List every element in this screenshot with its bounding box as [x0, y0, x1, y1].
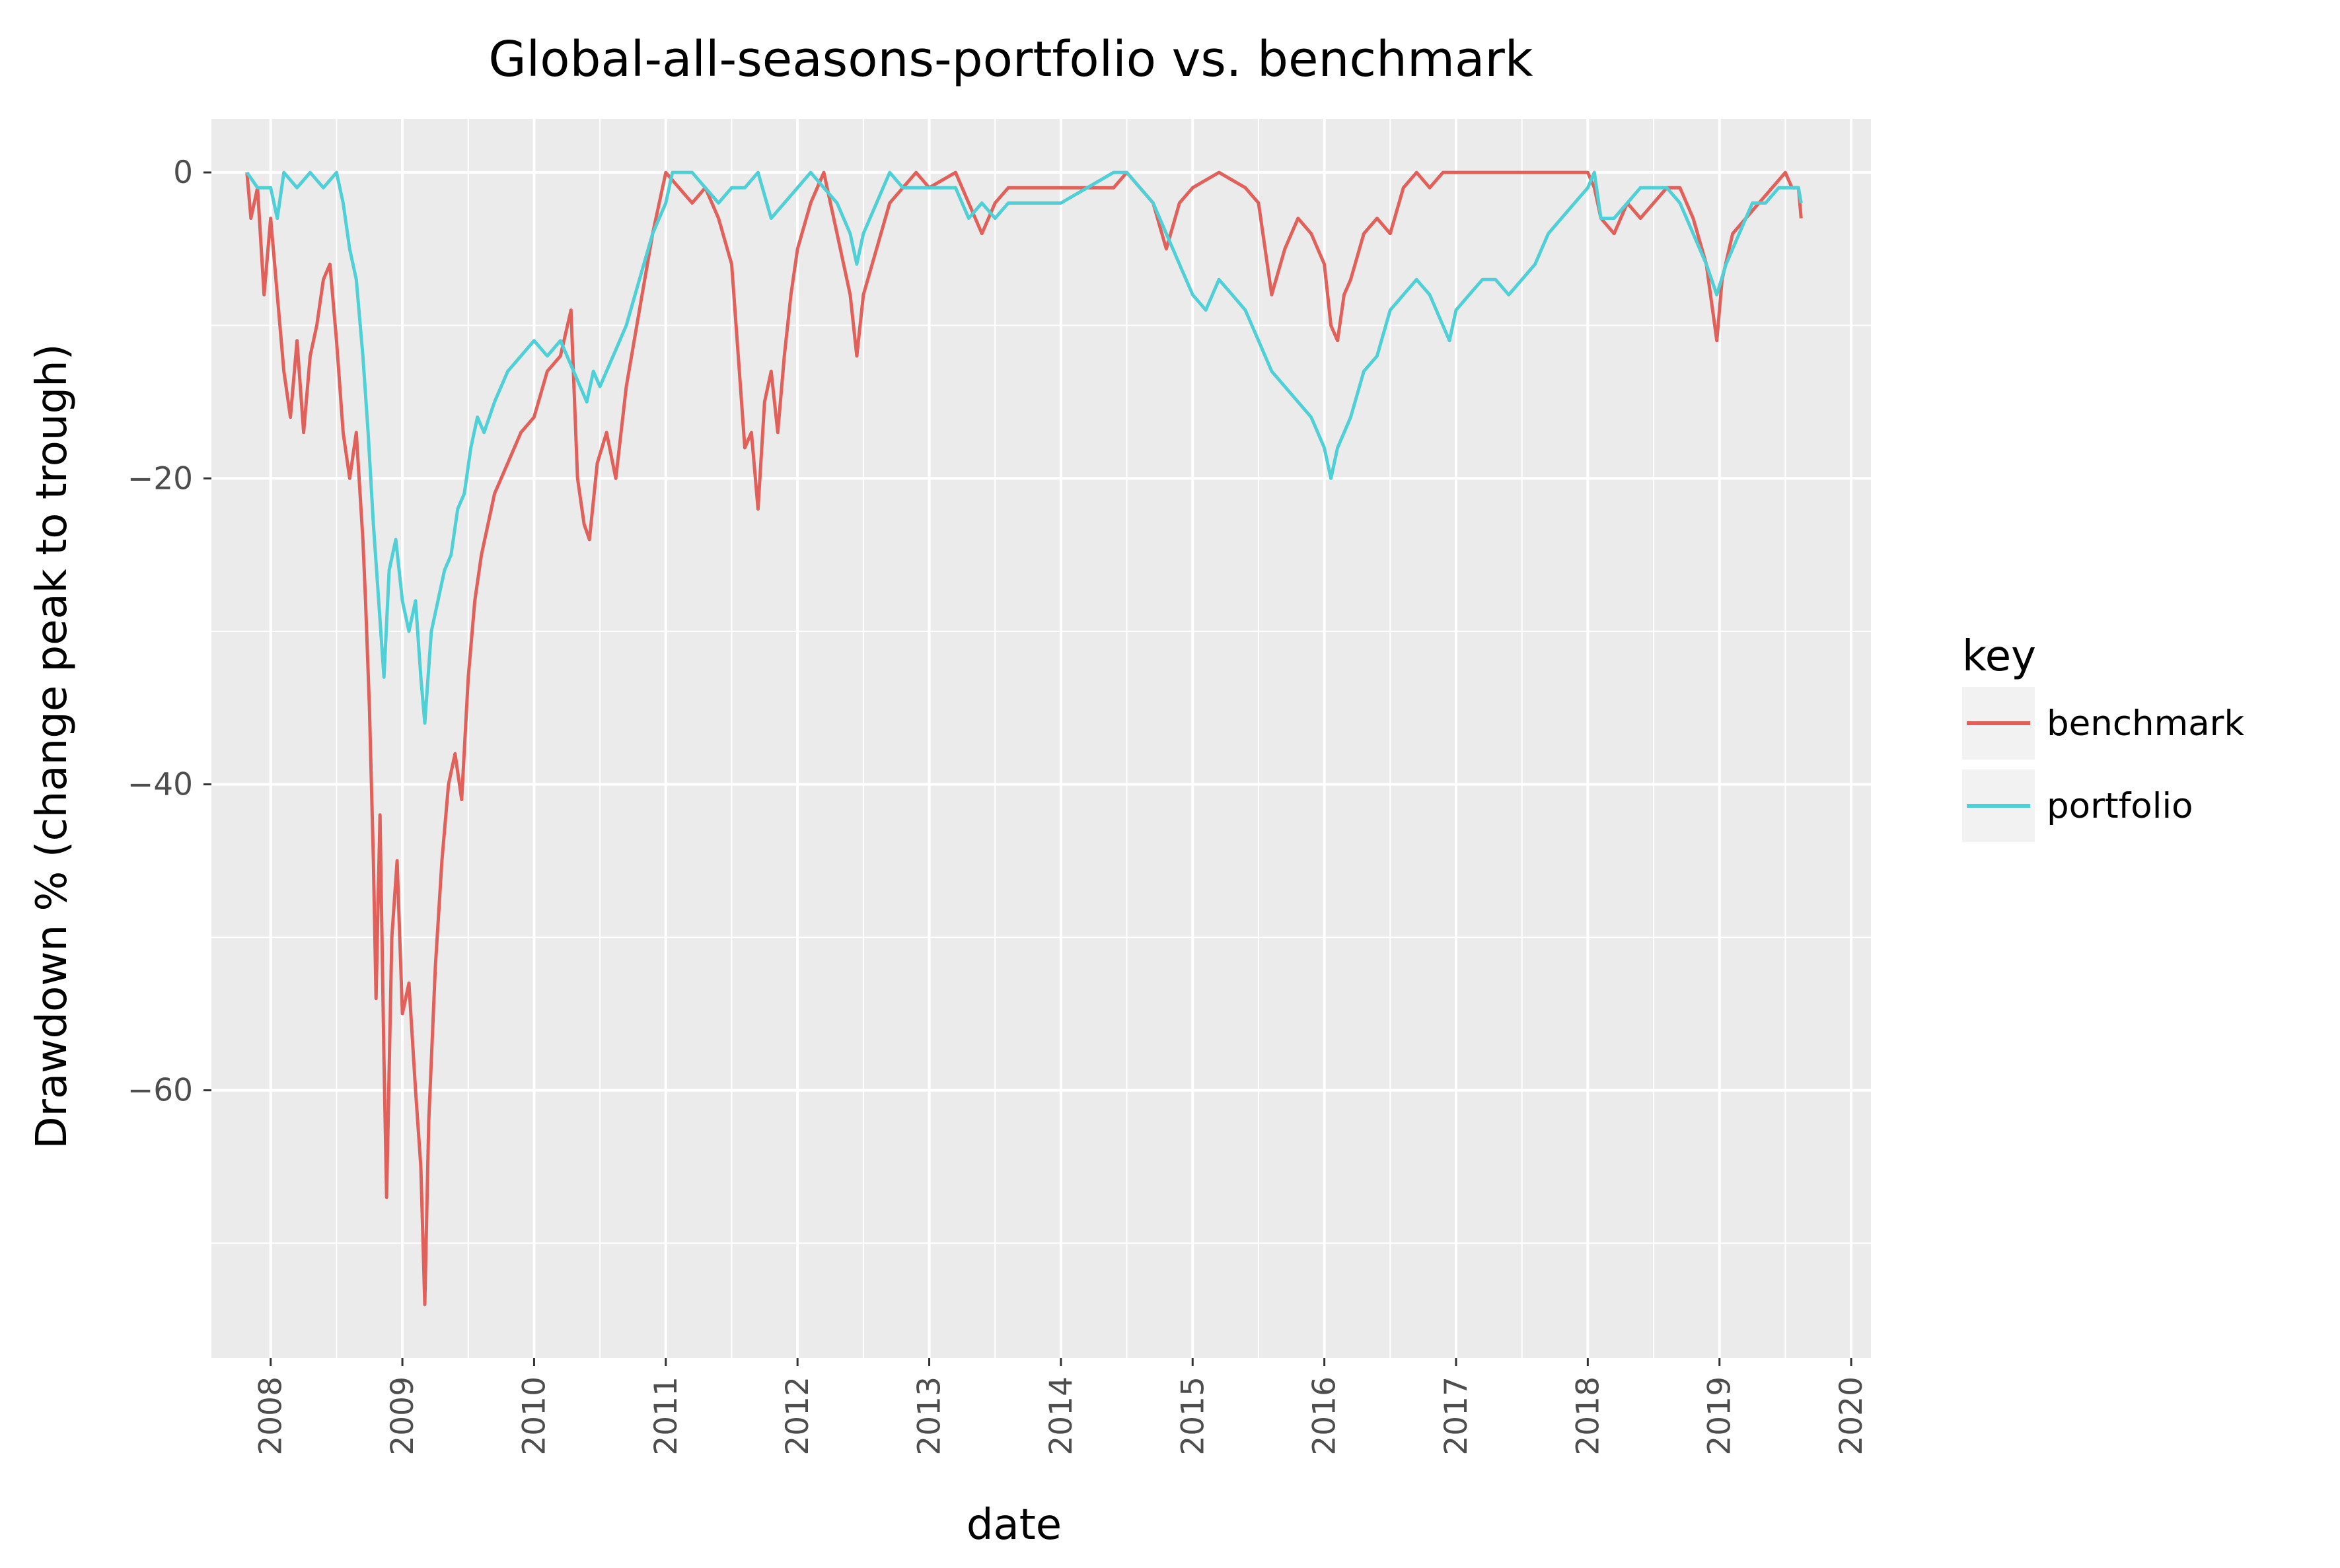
- legend-item-benchmark: benchmark: [1962, 687, 2244, 760]
- legend-label-portfolio: portfolio: [2047, 786, 2193, 826]
- legend: key benchmark portfolio: [1962, 632, 2244, 842]
- y-axis-title: Drawdown % (change peak to trough): [28, 343, 77, 1149]
- legend-item-portfolio: portfolio: [1962, 769, 2193, 842]
- x-axis: 2008 2009 2010 2011 2012 2013 2014 2015 2016 2017…: [253, 1358, 1870, 1456]
- legend-title: key: [1962, 632, 2036, 681]
- x-tick-label: 2009: [384, 1376, 421, 1456]
- y-tick-label: −40: [128, 766, 193, 802]
- x-tick-label: 2014: [1043, 1376, 1079, 1456]
- legend-label-benchmark: benchmark: [2047, 703, 2244, 744]
- x-tick-label: 2010: [516, 1376, 552, 1456]
- series-line-benchmark: [245, 170, 1803, 1306]
- x-tick-label: 2018: [1570, 1376, 1606, 1456]
- x-tick-label: 2013: [912, 1376, 948, 1456]
- plot-panel: [211, 119, 1871, 1358]
- x-tick-label: 2017: [1438, 1376, 1475, 1456]
- minor-gridlines: [211, 119, 1871, 1358]
- x-tick-label: 2012: [780, 1376, 816, 1456]
- x-tick-label: 2019: [1702, 1376, 1738, 1456]
- x-tick-label: 2015: [1175, 1376, 1211, 1456]
- x-axis-title: date: [967, 1501, 1062, 1550]
- x-tick-label: 2011: [648, 1376, 684, 1456]
- x-tick-label: 2020: [1833, 1376, 1870, 1456]
- y-tick-label: −60: [128, 1073, 193, 1109]
- y-axis: 0 −20 −40 −60: [128, 155, 211, 1109]
- series-lines: [245, 170, 1803, 1306]
- y-tick-label: −20: [128, 460, 193, 497]
- major-gridlines: [211, 119, 1871, 1358]
- x-tick-label: 2016: [1307, 1376, 1343, 1456]
- y-tick-label: 0: [173, 155, 193, 191]
- x-tick-label: 2008: [253, 1376, 289, 1456]
- chart-title: Global-all-seasons-portfolio vs. benchma…: [488, 31, 1533, 88]
- series-line-portfolio: [245, 170, 1803, 725]
